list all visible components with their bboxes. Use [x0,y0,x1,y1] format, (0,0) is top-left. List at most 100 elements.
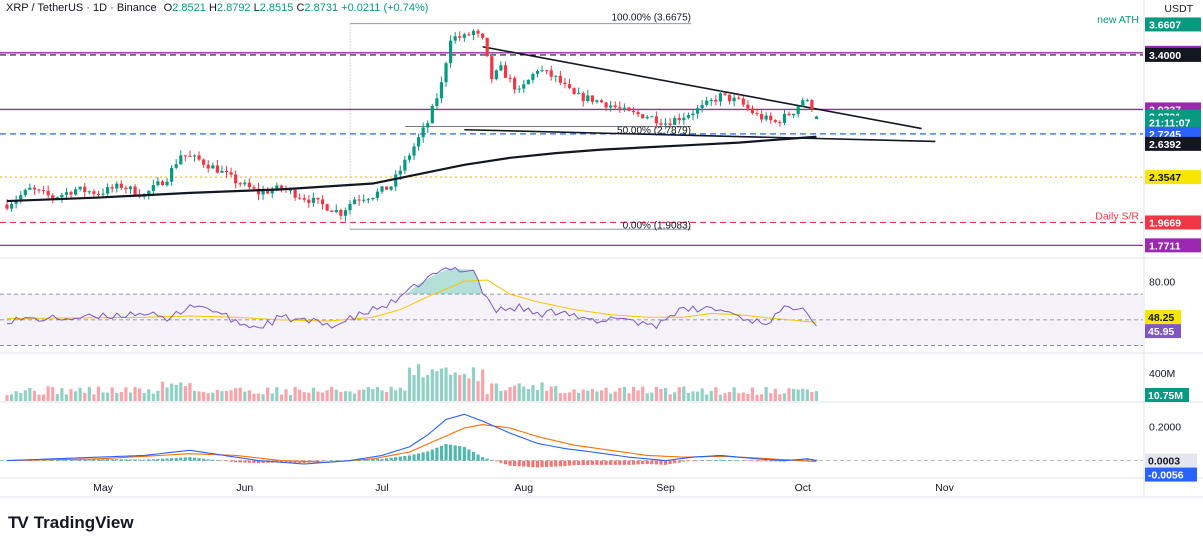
macd-histogram-bar [73,459,78,461]
volume-bar [275,387,279,401]
price-axis-badge-text: 1.7711 [1149,240,1181,252]
candle-body [403,159,407,171]
volume-bar [311,387,316,401]
low-value: 2.8515 [259,2,294,14]
macd-histogram-bar [727,460,732,461]
macd-histogram-bar [87,459,91,461]
rsi-value-badge [1145,310,1181,325]
price-axis-badge [1145,136,1201,151]
candle-body [320,199,325,205]
volume-bar [686,393,691,401]
volume-bar [32,390,37,401]
candle-body [398,170,402,175]
candle-body [531,73,535,80]
candle-body [275,185,279,191]
volume-bar [206,393,210,401]
macd-histogram-bar [759,460,764,462]
macd-histogram-bar [604,460,608,465]
volume-bar [586,390,590,401]
volume-bar [549,386,553,401]
candle-body [449,40,453,64]
volume-bar [371,389,375,401]
volume-bar [316,391,320,401]
macd-histogram-bar [787,460,791,462]
macd-histogram-bar [142,459,146,461]
annotation-label: Daily S/R [1095,210,1139,222]
candle-body [124,187,128,190]
candle-body [485,37,489,57]
macd-histogram-bar [741,460,745,462]
macd-histogram-bar [526,460,530,467]
candle-body [659,123,663,125]
price-axis-badge-text: 1.9669 [1149,217,1181,229]
candle-body [577,93,581,95]
candle-body [426,123,430,128]
rsi-line [6,266,817,330]
symbol-name[interactable]: XRP / TetherUS · 1D · Binance [6,2,157,14]
macd-histogram-bar [467,449,471,461]
macd-histogram-bar [695,460,700,462]
volume-bar [636,390,640,401]
candle-body [119,183,123,188]
volume-bar [618,387,622,401]
macd-histogram-bar [403,456,407,461]
candle-body [384,186,389,190]
macd-histogram-bar [613,460,617,465]
macd-histogram-bar [119,459,123,461]
macd-histogram-bar [133,459,137,461]
candle-body [380,186,384,192]
macd-histogram-bar [192,457,197,461]
macd-histogram-bar [636,460,640,465]
candle-body [343,210,348,216]
volume-bar [462,373,466,401]
candle-body [366,199,370,201]
volume-bar [535,389,540,401]
volume-bar [517,383,521,401]
candle-body [595,100,599,102]
candle-body [709,99,713,101]
volume-bar [467,378,471,401]
volume-bar [513,385,517,401]
volume-bar [778,394,782,401]
candle-body [741,98,745,105]
candle-body [522,84,526,89]
volume-bar [220,391,224,401]
quote-unit: USDT [1164,3,1193,15]
price-axis-badge [1145,47,1201,62]
macd-histogram-bar [288,460,293,463]
candle-body [503,65,508,78]
price-axis-badge [1145,238,1201,253]
price-axis-badge-text: 2.3547 [1149,172,1181,184]
candle-body [288,189,293,191]
candle-body [668,123,672,125]
candle-body [759,114,764,120]
macd-histogram-bar [732,460,736,461]
macd-histogram-bar [494,460,498,462]
macd-histogram-bar [435,447,439,461]
volume-bar [545,390,549,401]
candle-body [705,100,709,105]
candle-body [73,189,78,195]
macd-histogram-bar [188,457,192,461]
macd-histogram-bar [618,460,622,465]
candle-body [325,204,329,211]
volume-bar [156,390,160,401]
candle-body [540,70,544,72]
volume-bar [540,382,544,401]
candle-body [55,197,59,199]
volume-bar [380,390,384,401]
volume-bar [755,394,759,401]
macd-histogram-bar [503,460,508,465]
volume-bar [320,392,325,401]
volume-bar [357,390,361,401]
volume-bar [14,391,18,401]
volume-bar [590,388,594,401]
macd-histogram-bar [211,459,215,461]
candle-body [96,193,101,195]
tradingview-brand[interactable]: TV TradingView [8,513,134,533]
volume-bar [654,386,659,401]
volume-bar [243,391,247,401]
macd-histogram-bar [709,460,713,461]
macd-histogram-bar [769,460,773,462]
volume-bar [211,392,215,401]
